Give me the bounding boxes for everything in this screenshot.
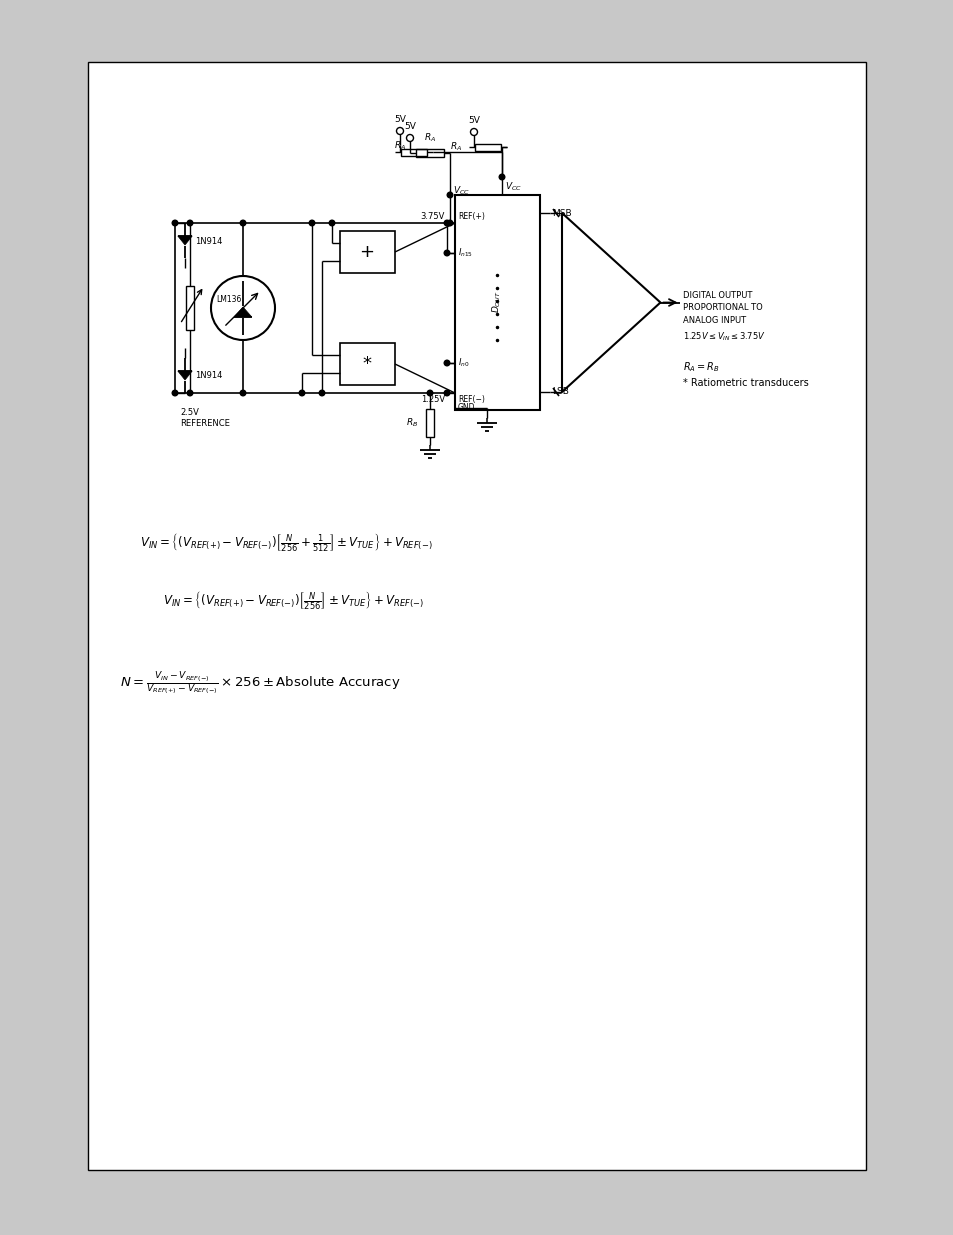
Text: 1N914: 1N914 bbox=[194, 236, 222, 246]
Text: 5V: 5V bbox=[394, 115, 406, 124]
Circle shape bbox=[240, 220, 246, 226]
Text: $I_{n0}$: $I_{n0}$ bbox=[457, 357, 469, 369]
Text: $R_B$: $R_B$ bbox=[405, 416, 417, 430]
Polygon shape bbox=[177, 370, 192, 380]
Circle shape bbox=[447, 220, 453, 226]
Bar bbox=[475, 143, 500, 151]
Text: 3.75V: 3.75V bbox=[420, 212, 444, 221]
Text: $V_{CC}$: $V_{CC}$ bbox=[504, 180, 521, 193]
Text: MSB: MSB bbox=[552, 209, 571, 217]
Text: DIGITAL OUTPUT
PROPORTIONAL TO
ANALOG INPUT
$1.25V \leq V_{IN} \leq 3.75V$: DIGITAL OUTPUT PROPORTIONAL TO ANALOG IN… bbox=[682, 290, 765, 342]
Bar bbox=[88, 62, 865, 1170]
Circle shape bbox=[319, 390, 324, 395]
Text: 5V: 5V bbox=[468, 116, 479, 125]
Polygon shape bbox=[233, 308, 252, 317]
Text: LM136: LM136 bbox=[215, 295, 241, 305]
Text: LSB: LSB bbox=[552, 388, 568, 396]
Polygon shape bbox=[177, 236, 192, 245]
Text: REF(−): REF(−) bbox=[457, 395, 484, 404]
Text: *: * bbox=[362, 354, 371, 373]
Bar bbox=[186, 287, 193, 330]
Bar bbox=[455, 195, 539, 410]
Text: $V_{IN} = \left\{(V_{REF(+)} - V_{REF(-)})\left[\frac{N}{256}\right] \pm V_{TUE}: $V_{IN} = \left\{(V_{REF(+)} - V_{REF(-)… bbox=[163, 589, 423, 611]
Bar bbox=[400, 148, 427, 156]
Circle shape bbox=[427, 390, 433, 395]
Circle shape bbox=[444, 361, 449, 366]
Text: $R_A$: $R_A$ bbox=[450, 141, 461, 153]
Text: 2.5V
REFERENCE: 2.5V REFERENCE bbox=[180, 408, 230, 429]
Circle shape bbox=[309, 220, 314, 226]
Bar bbox=[426, 409, 434, 437]
Text: $R_A = R_B$: $R_A = R_B$ bbox=[682, 361, 720, 374]
Bar bbox=[339, 343, 395, 385]
Circle shape bbox=[444, 390, 449, 395]
Text: GND: GND bbox=[457, 404, 475, 412]
Circle shape bbox=[172, 220, 177, 226]
Text: $I_{n15}$: $I_{n15}$ bbox=[457, 247, 473, 259]
Circle shape bbox=[240, 390, 246, 395]
Text: $V_{CC}$: $V_{CC}$ bbox=[453, 185, 470, 198]
Circle shape bbox=[187, 220, 193, 226]
Text: REF(+): REF(+) bbox=[457, 212, 484, 221]
Text: * Ratiometric transducers: * Ratiometric transducers bbox=[682, 378, 808, 388]
Text: 1.25V: 1.25V bbox=[420, 395, 444, 404]
Text: $V_{IN} = \left\{(V_{REF(+)} - V_{REF(-)})\left[\frac{N}{256} + \frac{1}{512}\ri: $V_{IN} = \left\{(V_{REF(+)} - V_{REF(-)… bbox=[140, 531, 432, 553]
Text: $N = \frac{V_{IN} - V_{REF(-)}}{V_{REF(+)} - V_{REF(-)}} \times 256 \pm \mathrm{: $N = \frac{V_{IN} - V_{REF(-)}}{V_{REF(+… bbox=[120, 671, 400, 698]
Text: $D_{OUT}$: $D_{OUT}$ bbox=[490, 290, 503, 314]
Circle shape bbox=[329, 220, 335, 226]
Text: $R_A$: $R_A$ bbox=[394, 140, 406, 152]
Circle shape bbox=[187, 390, 193, 395]
Text: 5V: 5V bbox=[404, 122, 416, 131]
Bar bbox=[416, 149, 443, 157]
Text: 1N914: 1N914 bbox=[194, 370, 222, 379]
Circle shape bbox=[299, 390, 304, 395]
Text: +: + bbox=[359, 243, 375, 261]
Circle shape bbox=[172, 390, 177, 395]
Circle shape bbox=[444, 220, 449, 226]
Circle shape bbox=[444, 251, 449, 256]
Circle shape bbox=[447, 193, 453, 198]
Text: $R_A$: $R_A$ bbox=[423, 131, 436, 144]
Circle shape bbox=[498, 174, 504, 180]
Bar bbox=[339, 231, 395, 273]
